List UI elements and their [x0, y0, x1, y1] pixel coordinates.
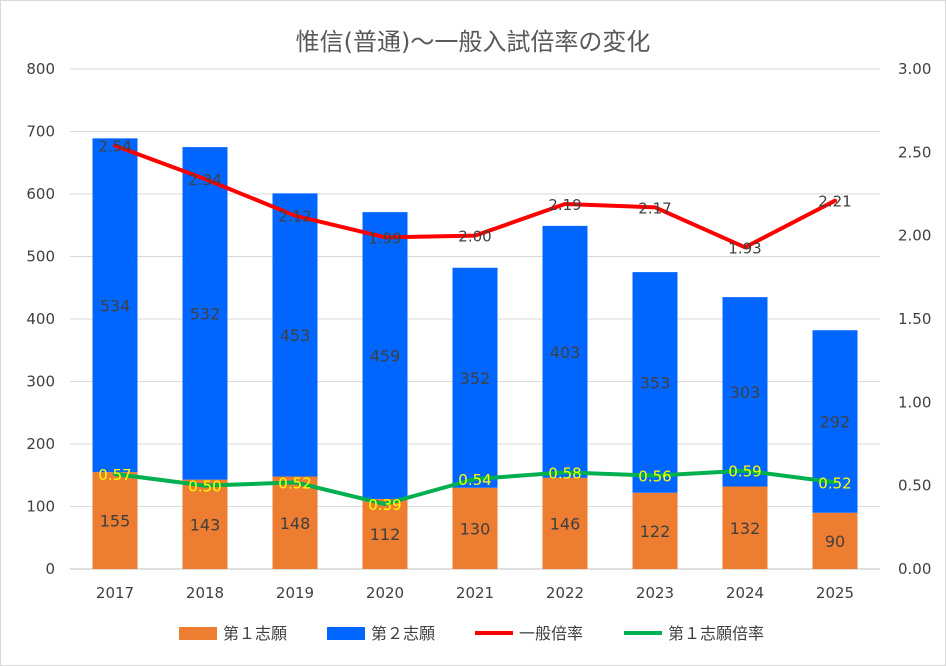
data-label-first-choice-ratio: 0.59: [728, 463, 761, 481]
bar-second-choice: [362, 212, 408, 499]
y-left-tick-label: 0: [45, 560, 55, 578]
data-label-second-choice: 459: [370, 347, 401, 366]
bar-second-choice: [272, 193, 318, 477]
data-label-general-ratio: 2.54: [98, 138, 131, 156]
bar-first-choice: [452, 487, 498, 569]
line-general-ratio: [113, 143, 837, 250]
data-label-second-choice: 303: [730, 383, 761, 402]
y-right-tick-label: 0.50: [898, 477, 931, 495]
data-label-general-ratio: 2.00: [458, 228, 491, 246]
data-label-first-choice: 122: [640, 522, 671, 541]
y-left-tick-label: 300: [26, 373, 55, 391]
data-label-second-choice: 403: [550, 343, 581, 362]
data-label-second-choice: 453: [280, 326, 311, 345]
bar-second-choice: [632, 272, 678, 493]
bar-first-choice: [92, 472, 138, 569]
bar-first-choice: [632, 492, 678, 569]
data-label-first-choice: 130: [460, 519, 491, 538]
y-left-tick-label: 100: [26, 498, 55, 516]
bar-second-choice: [92, 138, 138, 473]
x-tick-label: 2019: [276, 584, 314, 602]
bar-first-choice: [812, 512, 858, 569]
y-right-tick-label: 1.00: [898, 393, 931, 411]
data-label-first-choice-ratio: 0.54: [458, 471, 491, 489]
x-tick-label: 2024: [726, 584, 764, 602]
legend-label: 第１志願倍率: [668, 624, 764, 643]
bar-first-choice: [542, 477, 588, 569]
legend-label: 一般倍率: [519, 624, 583, 643]
bar-first-choice: [362, 499, 408, 569]
x-tick-label: 2025: [816, 584, 854, 602]
data-label-first-choice: 146: [550, 514, 581, 533]
data-label-first-choice: 148: [280, 514, 311, 533]
legend-swatch: [327, 627, 365, 640]
bar-first-choice: [182, 479, 228, 569]
data-label-second-choice: 532: [190, 304, 221, 323]
y-right-tick-label: 2.00: [898, 227, 931, 245]
data-label-first-choice-ratio: 0.52: [818, 474, 851, 492]
data-label-first-choice-ratio: 0.52: [278, 474, 311, 492]
data-label-first-choice: 112: [370, 525, 401, 544]
data-label-first-choice-ratio: 0.57: [98, 466, 131, 484]
data-label-general-ratio: 2.34: [188, 171, 221, 189]
data-label-first-choice-ratio: 0.58: [548, 464, 581, 482]
data-label-general-ratio: 1.99: [368, 229, 401, 247]
data-label-second-choice: 534: [100, 296, 131, 315]
y-right-tick-label: 2.50: [898, 143, 931, 161]
data-label-first-choice-ratio: 0.50: [188, 478, 221, 496]
legend-swatch: [179, 627, 217, 640]
data-label-general-ratio: 2.19: [548, 196, 581, 214]
y-left-tick-label: 500: [26, 248, 55, 266]
legend-label: 第１志願: [223, 624, 287, 643]
data-label-general-ratio: 2.21: [818, 193, 851, 211]
data-label-first-choice: 155: [100, 512, 131, 531]
chart-title: 惟信(普通)〜一般入試倍率の変化: [296, 28, 651, 56]
y-left-tick-label: 800: [26, 60, 55, 78]
bar-second-choice: [452, 267, 498, 488]
data-label-general-ratio: 2.17: [638, 199, 671, 217]
data-label-second-choice: 352: [460, 369, 491, 388]
x-tick-label: 2023: [636, 584, 674, 602]
bar-second-choice: [182, 147, 228, 480]
data-label-first-choice-ratio: 0.56: [638, 468, 671, 486]
y-right-tick-label: 0.00: [898, 560, 931, 578]
y-left-tick-label: 200: [26, 435, 55, 453]
data-label-general-ratio: 1.93: [728, 239, 761, 257]
x-tick-label: 2021: [456, 584, 494, 602]
data-label-first-choice-ratio: 0.39: [368, 496, 401, 514]
y-right-tick-label: 3.00: [898, 60, 931, 78]
line-first-choice-ratio: [113, 468, 837, 506]
y-left-tick-label: 400: [26, 310, 55, 328]
bar-second-choice: [722, 297, 768, 487]
data-label-general-ratio: 2.12: [278, 208, 311, 226]
x-tick-label: 2020: [366, 584, 404, 602]
data-label-second-choice: 353: [640, 373, 671, 392]
data-label-second-choice: 292: [820, 413, 851, 432]
bar-first-choice: [272, 476, 318, 569]
bar-first-choice: [722, 486, 768, 569]
x-tick-label: 2022: [546, 584, 584, 602]
data-label-first-choice: 90: [825, 532, 845, 551]
y-left-tick-label: 600: [26, 185, 55, 203]
y-right-tick-label: 1.50: [898, 310, 931, 328]
y-left-tick-label: 700: [26, 123, 55, 141]
data-label-first-choice: 132: [730, 519, 761, 538]
x-tick-label: 2018: [186, 584, 224, 602]
data-label-first-choice: 143: [190, 515, 221, 534]
bar-second-choice: [542, 225, 588, 478]
legend-label: 第２志願: [371, 624, 435, 643]
x-tick-label: 2017: [96, 584, 134, 602]
